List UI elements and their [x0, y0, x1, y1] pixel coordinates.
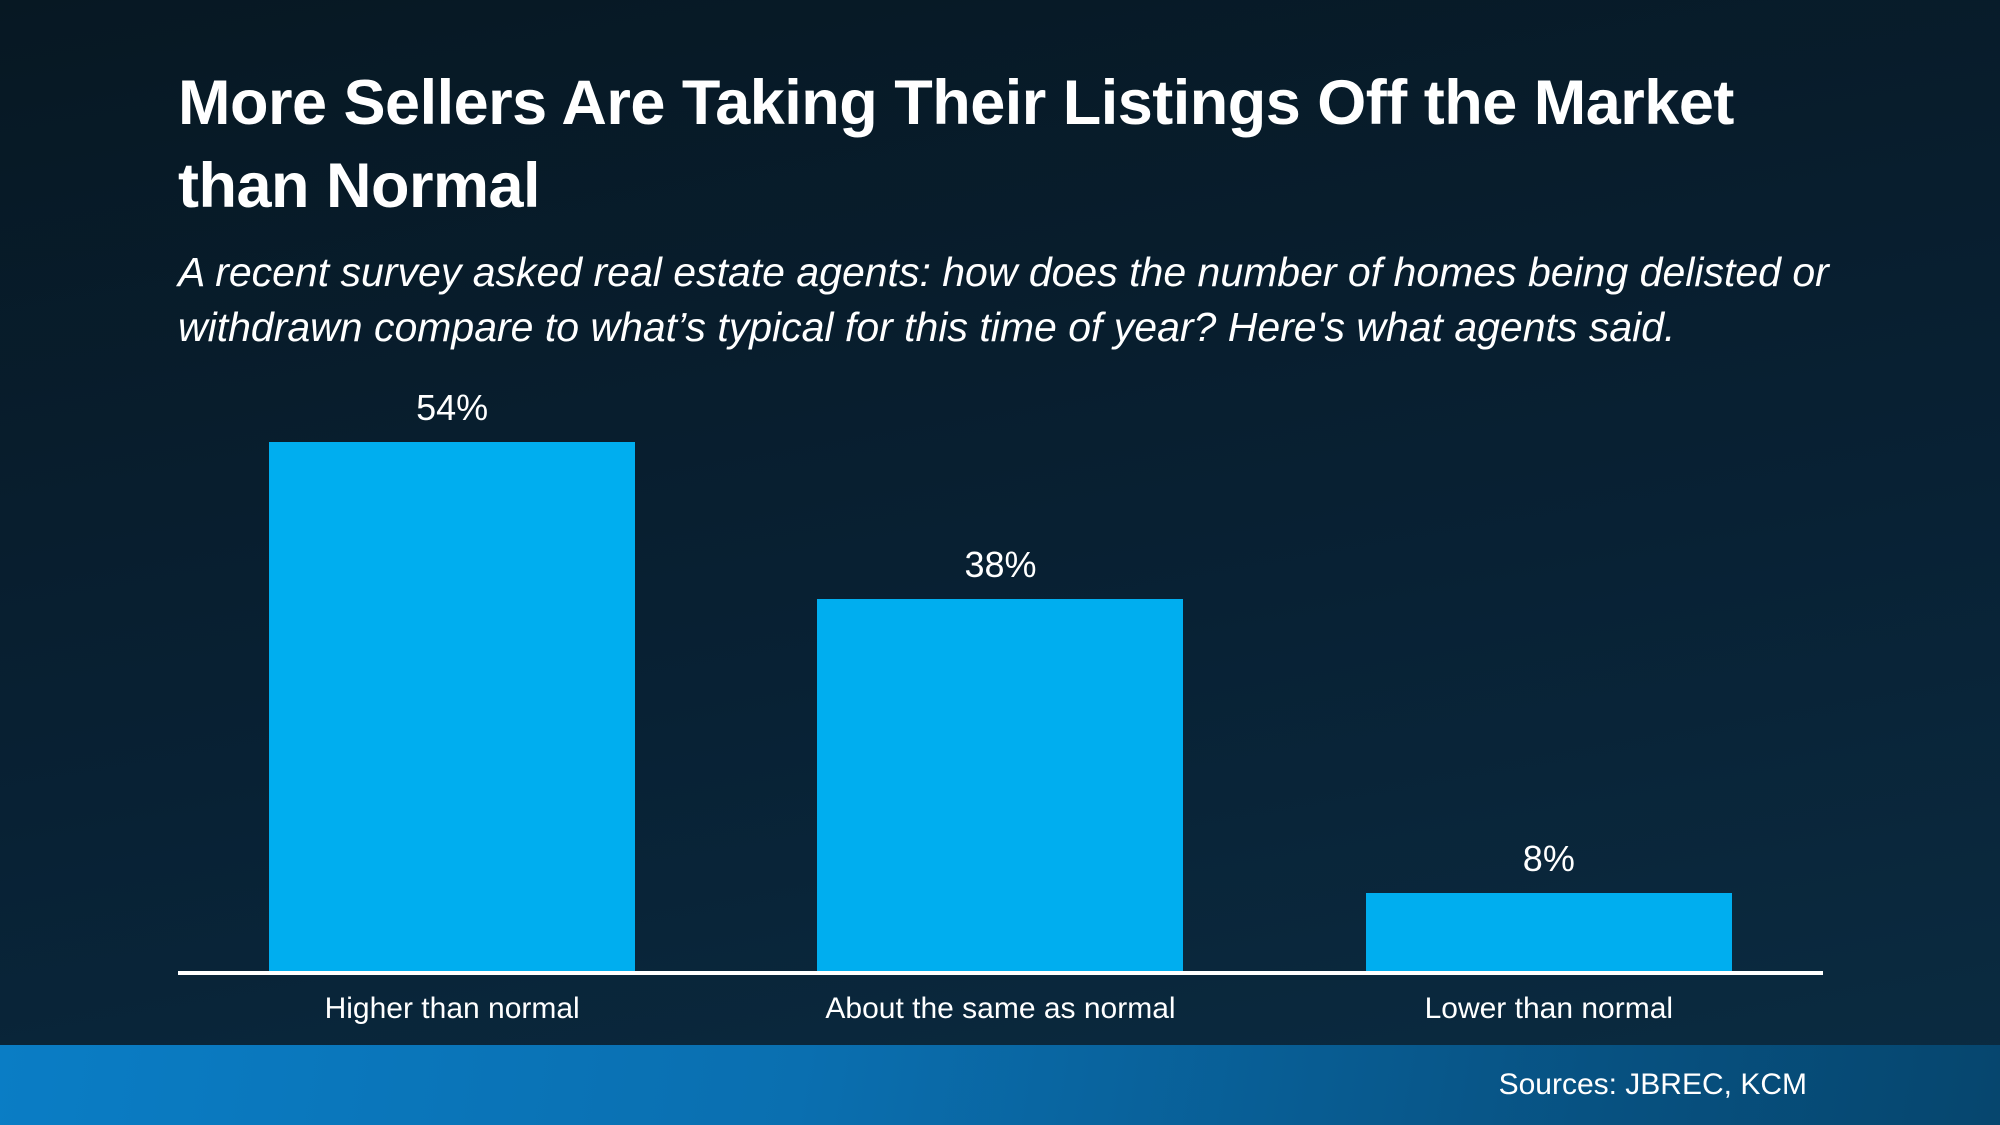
bar-group-lower-than-normal: 8% [1275, 380, 1823, 971]
footer-bar: Sources: JBREC, KCM [0, 1045, 2000, 1125]
page-title: More Sellers Are Taking Their Listings O… [178, 68, 1734, 221]
bar-higher-than-normal [269, 442, 636, 971]
x-axis-category-label: About the same as normal [825, 992, 1176, 1025]
bars-row: 54% 38% 8% [178, 380, 1823, 971]
x-axis-line [178, 971, 1823, 975]
bar-about-the-same-as-normal [817, 599, 1184, 971]
bar-chart: 54% 38% 8% [178, 380, 1823, 971]
bar-group-higher-than-normal: 54% [178, 380, 726, 971]
x-axis-labels: Higher than normal About the same as norm… [178, 992, 1823, 1026]
x-axis-category-label: Higher than normal [324, 992, 580, 1025]
bar-value-label: 38% [964, 544, 1037, 585]
chart-subtitle: A recent survey asked real estate agents… [178, 249, 1829, 350]
bar-value-label: 8% [1522, 838, 1575, 879]
x-axis-category-label: Lower than normal [1424, 992, 1674, 1025]
bar-group-about-the-same-as-normal: 38% [726, 380, 1274, 971]
bar-lower-than-normal [1365, 893, 1732, 971]
sources-label: Sources: JBREC, KCM [1498, 1068, 1807, 1101]
bar-value-label: 54% [416, 387, 489, 428]
